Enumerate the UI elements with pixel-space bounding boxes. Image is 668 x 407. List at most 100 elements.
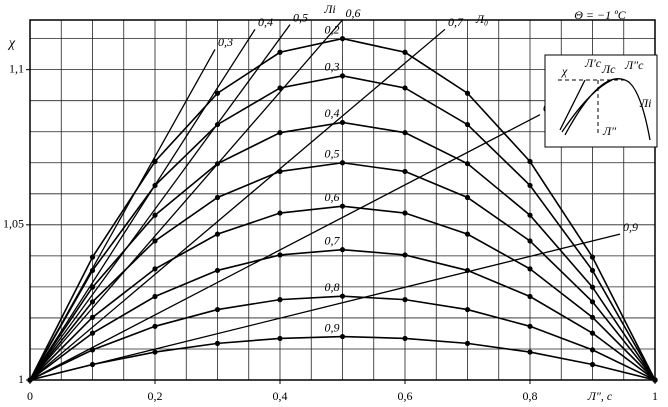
ray — [29, 28, 446, 381]
point — [277, 49, 283, 55]
inset: χ Л′c Лc Л″c Л″ Лi — [544, 54, 658, 148]
ray — [29, 28, 256, 381]
point — [277, 210, 283, 216]
point — [152, 293, 158, 300]
point — [464, 121, 471, 128]
x-tick-label: 1 — [652, 389, 658, 403]
x-tick-label: 0,2 — [148, 389, 163, 403]
ray-label: 0,4 — [258, 15, 273, 29]
ray — [29, 19, 343, 381]
point — [214, 231, 221, 237]
curve-label: 0,9 — [325, 320, 340, 334]
point — [589, 284, 596, 290]
ray-label: 0,6 — [346, 6, 361, 20]
point — [152, 212, 158, 218]
ray — [29, 24, 291, 381]
point — [402, 210, 408, 216]
point — [589, 299, 596, 305]
x-tick-label: 0,6 — [398, 389, 413, 403]
point — [464, 231, 471, 237]
y-tick-label: 1 — [18, 372, 24, 386]
point — [89, 299, 96, 305]
x-tick-label: 0,8 — [523, 389, 538, 403]
ray-label: 0,9 — [623, 220, 638, 234]
point — [277, 335, 283, 342]
point — [589, 254, 596, 260]
curve-label: 0,7 — [325, 233, 341, 247]
point — [464, 90, 471, 96]
point — [464, 194, 471, 201]
ray — [29, 233, 621, 381]
y-tick-label: 1,05 — [3, 217, 24, 231]
ray-label: Л₀ — [475, 12, 488, 26]
point — [339, 73, 346, 79]
point — [339, 247, 346, 253]
y-axis-label: χ — [7, 36, 16, 51]
x-tick-label: 0,4 — [273, 389, 288, 403]
point — [214, 340, 221, 346]
point — [152, 323, 158, 329]
point — [89, 254, 96, 260]
point — [527, 212, 533, 218]
inset-label: Лi — [639, 96, 651, 110]
inset-label: Л′c — [584, 56, 602, 70]
point — [464, 340, 471, 346]
point — [527, 182, 533, 189]
ray — [29, 49, 216, 381]
y-tick-label: 1,1 — [9, 61, 24, 75]
point — [152, 238, 158, 244]
point — [89, 284, 96, 290]
curve-label: 0,6 — [325, 190, 340, 204]
point — [402, 49, 408, 55]
curve-label: 0,8 — [325, 280, 340, 294]
ray-label: 0,7 — [448, 15, 464, 29]
point — [277, 297, 283, 303]
point — [464, 306, 471, 313]
point — [402, 252, 408, 258]
point — [214, 90, 221, 96]
ray-label: 0,3 — [218, 35, 233, 49]
point — [589, 361, 596, 368]
annotation: Θ = −1 ºC — [574, 8, 627, 22]
point — [89, 330, 96, 336]
curve-label: 0,2 — [325, 22, 340, 36]
point — [89, 314, 96, 320]
inset-label: Л″ — [602, 124, 617, 138]
point — [339, 36, 346, 42]
point — [339, 160, 346, 166]
point — [214, 267, 221, 274]
point — [214, 306, 221, 313]
point — [277, 130, 283, 136]
inset-guides — [558, 79, 625, 135]
point — [589, 330, 596, 336]
x-axis-label: Л″, с — [587, 389, 613, 403]
point — [339, 119, 346, 126]
point — [402, 168, 408, 175]
point — [277, 85, 283, 91]
curve-label: 0,5 — [325, 147, 340, 161]
point — [527, 349, 533, 355]
ray-label: 0,5 — [293, 10, 308, 24]
point — [589, 314, 596, 320]
inset-label: χ — [561, 64, 568, 78]
curve-label: 0,3 — [325, 60, 340, 74]
point — [402, 130, 408, 136]
point — [589, 267, 596, 274]
inset-label: Лc — [601, 62, 616, 76]
point — [527, 158, 533, 165]
ray — [29, 114, 541, 381]
inset-label: Л″c — [624, 58, 644, 72]
point — [152, 349, 158, 355]
point — [527, 238, 533, 244]
point — [402, 297, 408, 303]
point — [339, 333, 346, 340]
point — [527, 293, 533, 300]
point — [527, 323, 533, 329]
point — [652, 377, 658, 383]
point — [527, 266, 533, 272]
point — [214, 194, 221, 201]
point — [589, 347, 596, 353]
inset-frame — [544, 54, 658, 148]
